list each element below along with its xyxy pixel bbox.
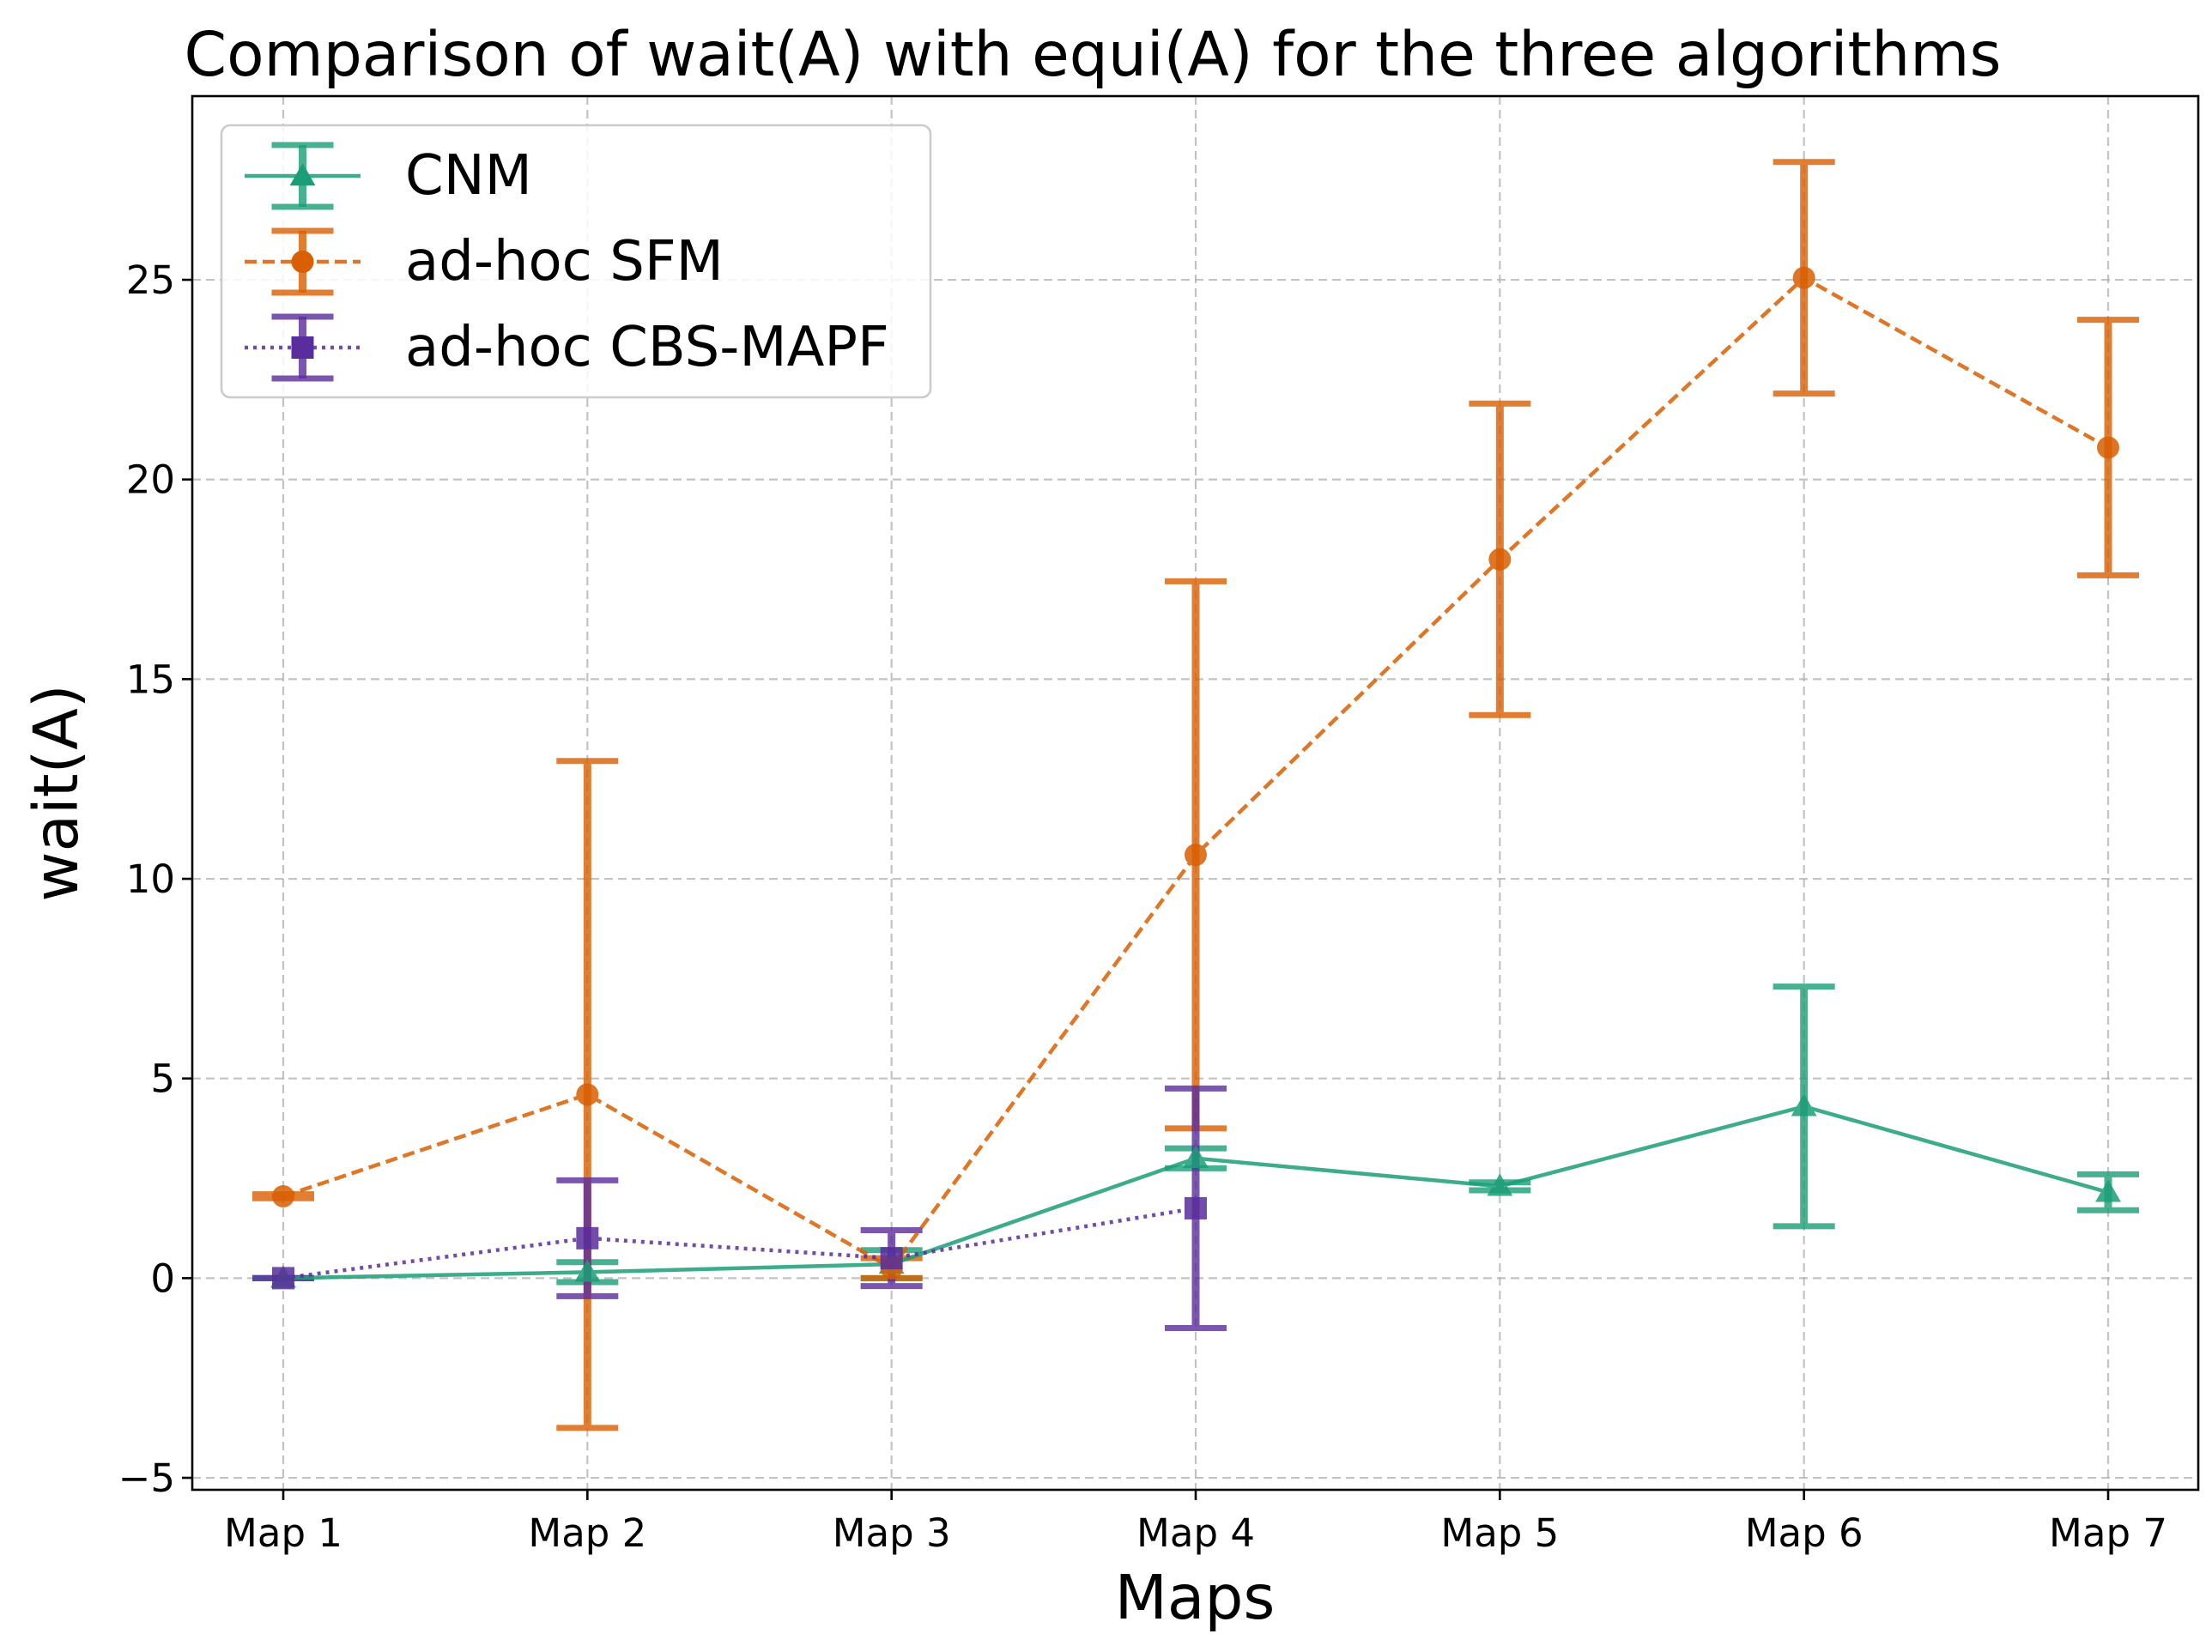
data-point xyxy=(880,1247,903,1270)
series-line xyxy=(282,1206,1197,1280)
x-axis: Map 1 Map 2 Map 3 Map 4 Map 5 Map 6 Map 7 xyxy=(224,1490,2167,1556)
data-point xyxy=(2097,436,2119,459)
y-tick-label: 25 xyxy=(126,257,175,303)
data-point xyxy=(1185,844,1207,867)
data-point xyxy=(576,1226,599,1250)
legend-label-cnm: CNM xyxy=(405,144,532,208)
legend-entry-ad-hoc-cbs-mapf: ad-hoc CBS-MAPF xyxy=(245,313,889,382)
data-point xyxy=(1792,266,1815,289)
x-tick-label: Map 7 xyxy=(2049,1510,2167,1556)
y-tick-label: −5 xyxy=(118,1455,175,1501)
data-point xyxy=(1183,1145,1209,1168)
data-point xyxy=(1791,1093,1817,1116)
legend-label-ad-hoc-sfm: ad-hoc SFM xyxy=(405,230,724,293)
chart-title: Comparison of wait(A) with equi(A) for t… xyxy=(185,19,2002,90)
error-bars-ad-hoc-cbs-mapf xyxy=(252,1085,1227,1332)
x-tick-label: Map 2 xyxy=(528,1510,646,1556)
legend-marker xyxy=(291,336,314,359)
legend-symbol-ad-hoc-cbs-mapf xyxy=(245,313,361,382)
legend-entry-cnm: CNM xyxy=(245,142,532,210)
x-tick-label: Map 5 xyxy=(1440,1510,1559,1556)
x-axis-label: Maps xyxy=(1115,1562,1276,1633)
y-axis-label: wait(A) xyxy=(21,684,92,901)
legend-symbol-cnm xyxy=(245,142,361,210)
data-point xyxy=(1488,548,1512,571)
series-ad-hoc-cbs-mapf xyxy=(272,1196,1207,1290)
series-layer xyxy=(252,159,2139,1431)
legend-label-ad-hoc-cbs-mapf: ad-hoc CBS-MAPF xyxy=(405,316,889,379)
y-axis: −5 0 5 10 15 20 25 xyxy=(118,257,192,1501)
x-tick-label: Map 6 xyxy=(1745,1510,1864,1556)
data-point xyxy=(1185,1196,1207,1219)
data-point xyxy=(574,1259,601,1282)
data-point xyxy=(272,1184,294,1207)
legend-frame xyxy=(220,124,932,399)
data-point xyxy=(1487,1173,1513,1196)
data-point xyxy=(2095,1179,2121,1202)
x-tick-label: Map 1 xyxy=(224,1510,342,1556)
legend-symbol-ad-hoc-sfm xyxy=(245,227,361,296)
y-tick-label: 0 xyxy=(150,1256,175,1301)
legend: CNM ad-hoc SFM ad-hoc CBS-MAPF xyxy=(220,124,932,399)
y-tick-label: 10 xyxy=(126,856,175,902)
data-point xyxy=(576,1083,599,1106)
y-tick-label: 20 xyxy=(126,457,175,503)
legend-marker xyxy=(291,251,314,273)
data-point xyxy=(272,1267,294,1290)
x-tick-label: Map 4 xyxy=(1136,1510,1255,1556)
legend-entry-ad-hoc-sfm: ad-hoc SFM xyxy=(245,227,724,296)
y-tick-label: 5 xyxy=(150,1056,175,1102)
y-tick-label: 15 xyxy=(126,657,175,702)
legend-marker xyxy=(289,163,316,186)
x-tick-label: Map 3 xyxy=(833,1510,951,1556)
